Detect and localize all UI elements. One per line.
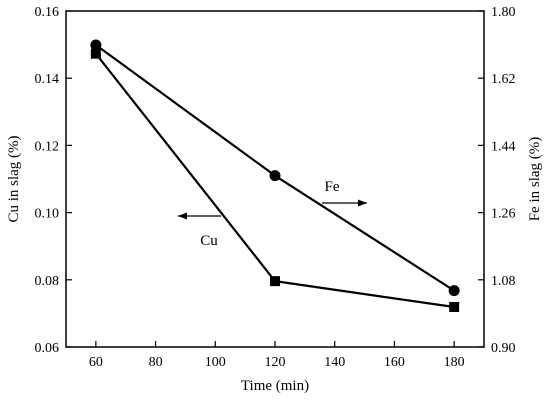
y-left-tick-label: 0.14	[35, 72, 60, 87]
y-left-tick-label: 0.16	[35, 5, 60, 20]
data-point-cu	[449, 302, 460, 313]
y-left-axis-ticks: 0.06 0.08 0.10 0.12 0.14 0.16	[35, 5, 72, 356]
y-right-axis-ticks: 0.90 1.08 1.26 1.44 1.62 1.80	[478, 5, 516, 356]
y-right-tick-label: 1.08	[491, 274, 516, 289]
y-left-tick-label: 0.12	[35, 139, 60, 154]
x-tick-label: 60	[89, 355, 103, 370]
data-point-cu	[270, 276, 280, 287]
y-left-tick-label: 0.10	[35, 207, 60, 222]
x-tick-label: 120	[265, 355, 286, 370]
y-right-axis-label: Fe in slag (%)	[527, 137, 543, 222]
data-point-fe	[90, 39, 102, 51]
data-point-fe	[269, 170, 281, 182]
x-tick-label: 160	[384, 355, 405, 370]
y-right-tick-label: 1.62	[491, 72, 516, 87]
series-layer	[90, 39, 460, 313]
fe-arrow-head	[358, 199, 367, 207]
y-left-axis-label: Cu in slag (%)	[6, 135, 22, 222]
series-line-fe	[95, 44, 455, 292]
x-axis-ticks: 60 80 100 120 140 160 180	[89, 341, 465, 370]
y-right-tick-label: 1.26	[491, 207, 516, 222]
x-tick-label: 80	[149, 355, 163, 370]
y-left-tick-label: 0.08	[35, 274, 60, 289]
x-tick-label: 140	[324, 355, 345, 370]
x-tick-label: 100	[205, 355, 226, 370]
y-right-tick-label: 0.90	[491, 341, 516, 356]
annotation-layer: Cu Fe	[178, 179, 367, 249]
y-right-tick-label: 1.80	[491, 5, 516, 20]
y-left-tick-label: 0.06	[35, 341, 60, 356]
fe-annotation-label: Fe	[325, 179, 340, 195]
cu-annotation-label: Cu	[200, 233, 218, 249]
x-tick-label: 180	[444, 355, 465, 370]
x-axis-label: Time (min)	[241, 378, 309, 394]
data-point-fe	[448, 285, 460, 297]
cu-arrow-head	[178, 212, 187, 220]
y-right-tick-label: 1.44	[491, 139, 516, 154]
data-point-cu	[90, 48, 101, 59]
